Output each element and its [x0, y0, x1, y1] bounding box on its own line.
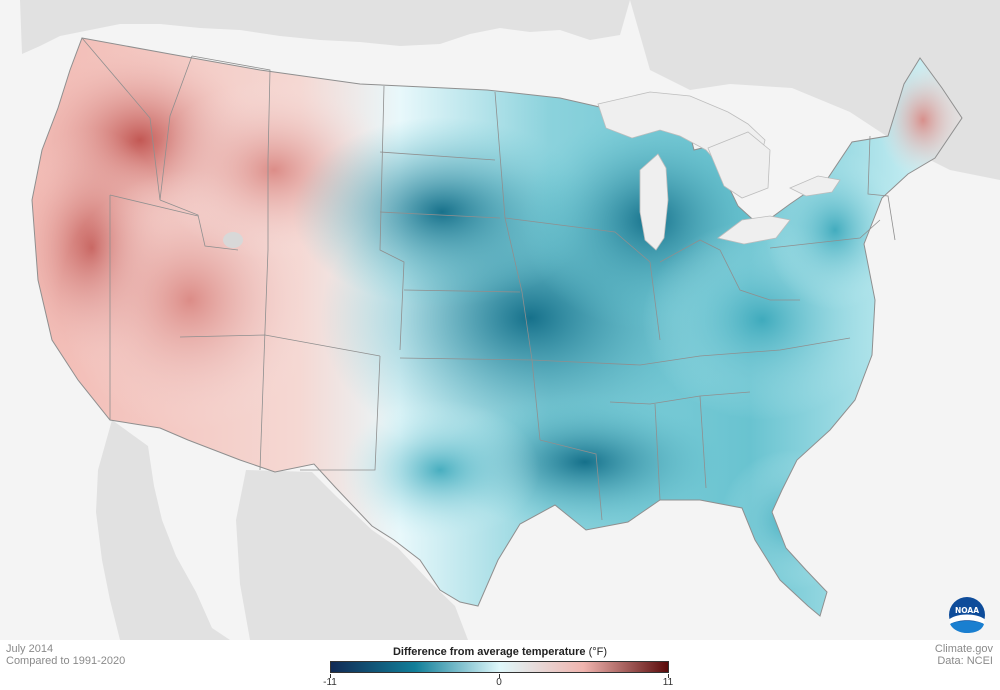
- state-borders: [81, 37, 896, 521]
- temperature-anomaly-map: [20, 0, 1000, 640]
- border-nv-north: [109, 194, 199, 217]
- border-in-oh-wv: [659, 239, 800, 301]
- legend-tick-mid: [499, 674, 500, 678]
- lake-huron: [707, 131, 771, 199]
- border-ms-al-ga: [609, 391, 751, 405]
- lake-erie: [717, 215, 791, 245]
- border-ks-ok: [399, 357, 533, 361]
- border-ok-ar-tn-nc: [531, 337, 851, 366]
- legend-unit: (°F): [588, 646, 608, 658]
- noaa-logo: NOAA: [949, 597, 985, 633]
- credits: Climate.gov Data: NCEI: [935, 643, 993, 667]
- border-or-ca: [159, 199, 239, 251]
- border-la: [539, 439, 603, 521]
- border-ne-ks: [403, 289, 521, 293]
- legend-min-label: -11: [323, 677, 337, 688]
- lake-michigan: [639, 153, 669, 251]
- border-ms-al: [654, 403, 661, 501]
- border-nd-sd-ne: [379, 85, 405, 351]
- noaa-logo-text: NOAA: [955, 606, 979, 615]
- legend-mid-label: 0: [496, 677, 502, 688]
- legend-tick-max: [668, 674, 669, 678]
- border-ia-il: [504, 217, 661, 341]
- border-nd-sd: [379, 151, 496, 161]
- map-caption: July 2014 Compared to 1991-2020: [6, 643, 125, 667]
- map-canvas: [20, 0, 1000, 640]
- mexico-land: [236, 470, 468, 640]
- legend-title-text: Difference from average temperature: [392, 646, 586, 658]
- canada-west-land: [20, 0, 630, 54]
- cool-blob-texas: [340, 400, 540, 540]
- border-pa-ny: [769, 219, 881, 249]
- border-az-nm: [259, 329, 266, 471]
- date-caption: July 2014: [6, 643, 54, 655]
- baseline-caption: Compared to 1991-2020: [6, 655, 126, 667]
- border-al-ga: [699, 395, 707, 489]
- legend-color-bar: [330, 661, 669, 673]
- lake-ontario: [789, 175, 841, 197]
- legend-title: Difference from average temperature (°F): [330, 646, 670, 658]
- great-salt-lake: [223, 232, 243, 248]
- border-mn-ia-mo-ar: [494, 91, 541, 441]
- border-id: [159, 55, 193, 201]
- border-northeast: [867, 135, 896, 241]
- border-wa-or: [81, 37, 161, 201]
- border-sd-ne: [379, 211, 501, 219]
- border-nm-tx: [300, 355, 381, 471]
- footer: July 2014 Compared to 1991-2020 Differen…: [0, 640, 1000, 690]
- border-mt-wy: [191, 55, 271, 331]
- cool-blob-plains: [292, 117, 592, 307]
- legend-tick-min: [330, 674, 331, 678]
- legend-max-label: 11: [662, 677, 674, 688]
- credit-data: Data: NCEI: [937, 655, 993, 667]
- mexico-baja-land: [96, 420, 230, 640]
- credit-climate: Climate.gov: [934, 643, 993, 655]
